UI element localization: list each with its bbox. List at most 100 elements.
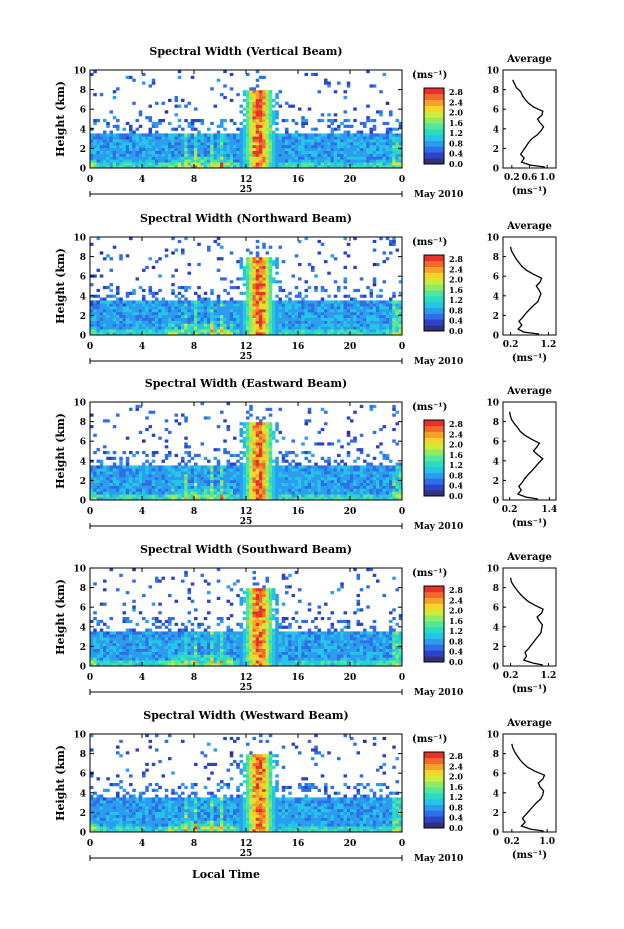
heatmap-cell xyxy=(298,314,302,318)
heatmap-cell xyxy=(376,153,380,157)
heatmap-cell xyxy=(138,314,143,318)
heatmap-cell xyxy=(99,619,104,624)
heatmap-cell xyxy=(304,326,309,330)
heatmap-cell xyxy=(148,303,153,307)
heatmap-cell xyxy=(350,165,354,169)
heatmap-cell xyxy=(379,332,383,336)
heatmap-cell xyxy=(239,156,244,160)
heatmap-cell xyxy=(311,314,315,318)
heatmap-cell xyxy=(268,306,273,310)
heatmap-cell xyxy=(272,332,276,336)
heatmap-cell xyxy=(291,476,296,481)
heatmap-cell xyxy=(320,427,325,432)
heatmap-cell xyxy=(142,150,146,154)
heatmap-cell xyxy=(135,311,140,316)
heatmap-cell xyxy=(346,300,351,304)
heatmap-cell xyxy=(194,488,198,492)
xtick-label: 16 xyxy=(292,507,305,517)
heatmap-cell xyxy=(187,468,192,472)
heatmap-cell xyxy=(109,268,114,272)
heatmap-cell xyxy=(174,156,179,160)
heatmap-cell xyxy=(382,468,387,472)
heatmap-cell xyxy=(259,297,263,301)
heatmap-cell xyxy=(298,107,302,111)
heatmap-cell xyxy=(307,165,312,169)
heatmap-cell xyxy=(389,306,393,310)
heatmap-cell xyxy=(366,150,370,154)
heatmap-cell xyxy=(343,136,348,140)
heatmap-cell xyxy=(155,309,159,313)
heatmap-cell xyxy=(395,147,400,151)
heatmap-cell xyxy=(151,482,156,486)
heatmap-cell xyxy=(294,471,299,475)
heatmap-cell xyxy=(307,306,312,310)
heatmap-cell xyxy=(327,323,331,327)
heatmap-cell xyxy=(337,482,341,486)
heatmap-cell xyxy=(265,453,270,458)
heatmap-cell xyxy=(350,142,354,146)
heatmap-cell xyxy=(389,136,393,140)
heatmap-cell xyxy=(142,314,146,318)
heatmap-cell xyxy=(268,124,273,128)
heatmap-cell xyxy=(213,471,218,475)
heatmap-cell xyxy=(291,136,296,140)
heatmap-cell xyxy=(161,476,166,481)
heatmap-cell xyxy=(376,136,380,140)
heatmap-cell xyxy=(255,107,260,111)
heatmap-cell xyxy=(106,637,110,641)
heatmap-cell xyxy=(265,436,270,440)
heatmap-cell xyxy=(259,116,263,120)
heatmap-cell xyxy=(379,139,383,143)
heatmap-cell xyxy=(314,323,318,327)
heatmap-cell xyxy=(96,142,101,146)
heatmap-cell xyxy=(187,476,192,481)
average-ytick-label: 2 xyxy=(493,477,499,487)
heatmap-cell xyxy=(229,300,234,304)
heatmap-cell xyxy=(125,303,130,307)
heatmap-cell xyxy=(392,482,396,486)
heatmap-cell xyxy=(90,497,94,501)
heatmap-cell xyxy=(138,326,143,330)
heatmap-cell xyxy=(122,329,127,333)
average-profile-line xyxy=(509,246,543,335)
heatmap-cell xyxy=(249,87,253,91)
heatmap-cell xyxy=(392,332,396,336)
heatmap-cell xyxy=(93,648,97,652)
heatmap-cell xyxy=(366,323,370,327)
heatmap-cell xyxy=(213,465,218,469)
heatmap-cell xyxy=(346,130,351,134)
heatmap-cell xyxy=(168,329,172,333)
heatmap-cell xyxy=(197,320,201,324)
heatmap-cell xyxy=(317,332,322,336)
heatmap-cell xyxy=(132,139,136,143)
heatmap-cell xyxy=(369,300,374,304)
heatmap-cell xyxy=(161,309,166,313)
heatmap-cell xyxy=(382,309,387,313)
heatmap-cell xyxy=(272,98,276,102)
heatmap-cell xyxy=(324,482,328,486)
heatmap-cell xyxy=(109,323,114,327)
heatmap-cell xyxy=(249,453,253,458)
heatmap-cell xyxy=(304,156,309,160)
heatmap-cell xyxy=(93,611,97,615)
heatmap-cell xyxy=(233,139,237,143)
heatmap-cell xyxy=(317,326,322,330)
heatmap-cell xyxy=(112,642,117,647)
colorbar-tick: 1.2 xyxy=(449,295,463,305)
heatmap-cell xyxy=(184,442,188,446)
heatmap-cell xyxy=(340,153,344,157)
colorbar-segment xyxy=(424,88,444,95)
heatmap-cell xyxy=(109,474,114,478)
heatmap-cell xyxy=(246,257,250,261)
heatmap-cell xyxy=(158,494,162,498)
average-ytick-label: 6 xyxy=(493,273,499,283)
heatmap-cell xyxy=(330,482,335,486)
heatmap-cell xyxy=(376,309,380,313)
colorbar-frame xyxy=(423,419,445,497)
heatmap-cell xyxy=(275,95,279,100)
heatmap-cell xyxy=(125,314,130,318)
ytick-label: 8 xyxy=(80,418,86,428)
heatmap-cell xyxy=(379,110,383,114)
heatmap-cell xyxy=(233,162,237,166)
heatmap-cell xyxy=(330,144,335,149)
